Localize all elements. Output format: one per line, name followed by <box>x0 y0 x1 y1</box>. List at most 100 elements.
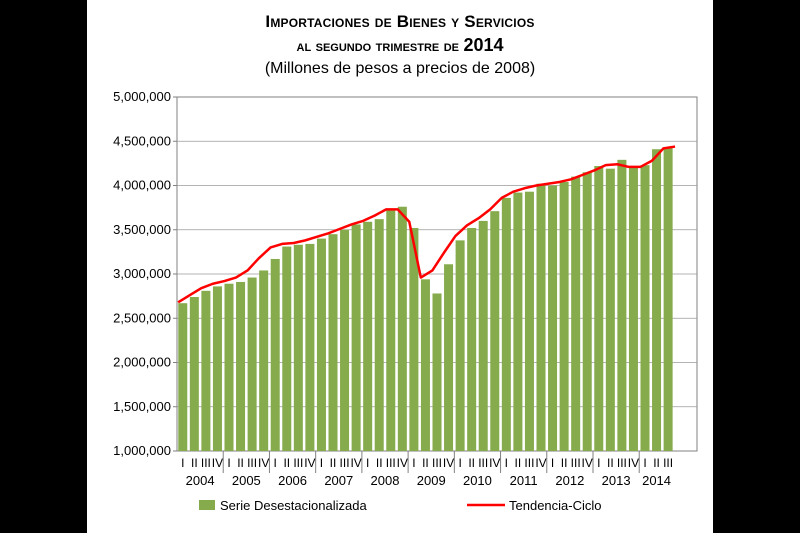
y-tick-label: 5,000,000 <box>113 89 171 104</box>
quarter-tick-label: II <box>653 456 660 470</box>
chart-title: Importaciones de Bienes y Servicios <box>265 12 535 31</box>
legend-swatch-bars <box>199 500 215 510</box>
quarter-tick-label: I <box>505 456 508 470</box>
quarter-tick-label: I <box>597 456 600 470</box>
quarter-tick-label: IV <box>582 456 593 470</box>
quarter-tick-label: II <box>422 456 429 470</box>
year-label: 2006 <box>278 473 307 488</box>
bar <box>467 227 477 451</box>
quarter-tick-label: IV <box>304 456 315 470</box>
bar <box>640 165 650 451</box>
bar <box>282 246 292 451</box>
year-label: 2013 <box>602 473 631 488</box>
chart-title-year: 2014 <box>463 35 504 55</box>
year-label: 2005 <box>232 473 261 488</box>
y-tick-label: 1,500,000 <box>113 399 171 414</box>
bar <box>351 224 361 451</box>
quarter-tick-label: II <box>330 456 337 470</box>
bar <box>212 286 222 451</box>
bar <box>386 208 396 451</box>
bar <box>397 206 407 451</box>
bar <box>490 211 500 451</box>
quarter-tick-label: I <box>181 456 184 470</box>
bar <box>374 219 384 451</box>
year-label: 2010 <box>463 473 492 488</box>
bar <box>340 229 350 451</box>
quarter-tick-label: III <box>432 456 442 470</box>
quarter-tick-label: III <box>617 456 627 470</box>
chart-subtitle: (Millones de pesos a precios de 2008) <box>264 60 536 77</box>
bar <box>178 303 188 451</box>
quarter-tick-label: II <box>468 456 475 470</box>
bar <box>548 185 558 451</box>
quarter-tick-label: I <box>643 456 646 470</box>
bar <box>293 244 303 451</box>
y-tick-label: 2,500,000 <box>113 310 171 325</box>
bar <box>652 149 662 451</box>
year-label: 2007 <box>324 473 353 488</box>
quarter-tick-label: I <box>412 456 415 470</box>
bar <box>594 166 604 451</box>
quarter-tick-label: II <box>515 456 522 470</box>
bar <box>432 293 442 451</box>
quarter-tick-label: II <box>191 456 198 470</box>
quarter-tick-label: I <box>551 456 554 470</box>
quarter-tick-label: IV <box>397 456 408 470</box>
quarter-tick-label: IV <box>258 456 269 470</box>
bar <box>582 172 592 451</box>
quarter-tick-label: III <box>524 456 534 470</box>
quarter-tick-label: I <box>458 456 461 470</box>
quarter-tick-label: III <box>293 456 303 470</box>
legend-label-line: Tendencia-Ciclo <box>509 498 602 513</box>
y-tick-label: 4,000,000 <box>113 178 171 193</box>
bar <box>455 240 465 451</box>
quarter-tick-label: II <box>561 456 568 470</box>
legend-label-bars: Serie Desestacionalizada <box>220 498 367 513</box>
bar <box>363 221 373 451</box>
quarter-tick-label: I <box>227 456 230 470</box>
bar <box>536 183 546 452</box>
y-tick-label: 1,000,000 <box>113 443 171 458</box>
bar <box>328 234 338 451</box>
y-tick-label: 3,500,000 <box>113 222 171 237</box>
quarter-tick-label: IV <box>212 456 223 470</box>
quarter-tick-label: IV <box>443 456 454 470</box>
quarter-tick-label: I <box>320 456 323 470</box>
bar <box>478 220 488 451</box>
bar <box>189 297 199 451</box>
year-label: 2011 <box>510 473 538 488</box>
year-label: 2004 <box>186 473 215 488</box>
bar-line-chart: 1,000,000 1,500,000 2,000,000 2,500,000 3,00… <box>113 89 698 513</box>
quarter-tick-label: III <box>247 456 257 470</box>
chart-title-line2: al segundo trimestre de 2014 <box>87 35 713 56</box>
bar <box>224 283 234 451</box>
bar <box>259 270 269 451</box>
bar <box>316 238 326 451</box>
quarter-tick-label: II <box>283 456 290 470</box>
year-label: 2009 <box>417 473 446 488</box>
bar <box>663 147 673 451</box>
bar <box>617 159 627 451</box>
year-label: 2014 <box>642 473 671 488</box>
bar <box>236 281 246 451</box>
bar <box>559 181 569 451</box>
quarter-tick-label: IV <box>489 456 500 470</box>
y-tick-label: 2,000,000 <box>113 355 171 370</box>
year-label: 2008 <box>371 473 400 488</box>
quarter-tick-label: II <box>237 456 244 470</box>
quarter-tick-label: IV <box>350 456 361 470</box>
quarter-tick-label: II <box>376 456 383 470</box>
quarter-tick-label: III <box>663 456 673 470</box>
bar <box>201 290 211 451</box>
chart-title-prefix: al segundo trimestre de <box>296 38 459 55</box>
bar <box>513 192 523 451</box>
quarter-tick-label: II <box>607 456 614 470</box>
quarter-tick-label: III <box>478 456 488 470</box>
quarter-tick-label: III <box>386 456 396 470</box>
quarter-tick-label: III <box>340 456 350 470</box>
bar <box>571 176 581 451</box>
bar <box>270 258 280 451</box>
y-tick-label: 4,500,000 <box>113 133 171 148</box>
quarter-tick-label: IV <box>628 456 639 470</box>
year-label: 2012 <box>555 473 584 488</box>
